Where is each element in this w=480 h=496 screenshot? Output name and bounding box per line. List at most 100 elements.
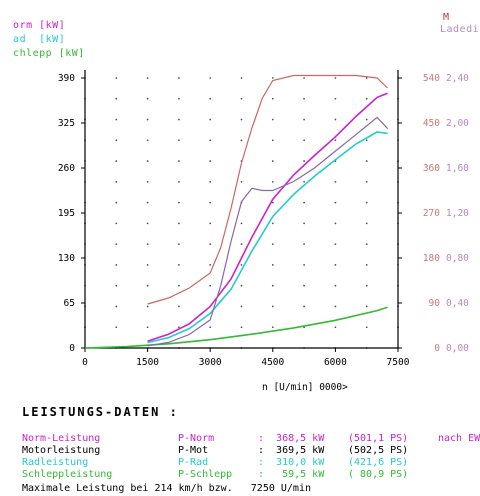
grid-dot <box>115 284 118 287</box>
grid-dot <box>271 118 274 121</box>
grid-dot <box>271 243 274 246</box>
x-tick-label: 7500 <box>387 357 410 368</box>
grid-dot <box>146 264 149 266</box>
legend-schlepp-unit: [kW] <box>58 48 85 59</box>
grid-dot <box>365 160 368 162</box>
y-tick-label: 195 <box>58 208 75 219</box>
grid-dot <box>334 97 337 100</box>
y2-tick-label: 360 <box>423 163 440 174</box>
summary-cell-c1: Motorleistung <box>22 445 101 456</box>
summary-cell-c2: P-Rad <box>178 457 209 468</box>
y3-tick-label: 1,60 <box>446 163 469 174</box>
grid-dot <box>115 160 118 162</box>
summary-cell-c1: Radleistung <box>22 457 89 468</box>
grid-dot <box>146 97 149 100</box>
grid-dot <box>303 222 305 225</box>
grid-dot <box>240 180 243 183</box>
grid-dot <box>240 118 243 121</box>
summary-cell-c5: nach EWG <box>438 433 480 444</box>
legend-rad-label: ad <box>13 34 27 45</box>
grid-dot <box>271 77 274 79</box>
grid-dot <box>115 97 118 100</box>
grid-dot <box>115 180 118 183</box>
grid-dot <box>209 160 212 162</box>
series-line <box>147 92 388 342</box>
grid-dot <box>209 97 212 100</box>
grid-dot <box>271 222 274 225</box>
grid-dot <box>209 326 212 329</box>
grid-dot <box>115 77 118 79</box>
grid-dot <box>365 77 368 79</box>
summary-cell-c1: Schleppleistung <box>22 469 113 480</box>
series-line <box>84 306 388 349</box>
grid-dot <box>303 77 305 79</box>
grid-dot <box>209 180 212 183</box>
grid-dot <box>146 139 149 142</box>
summary-cell-c4: ( 80,9 PS) <box>348 469 409 480</box>
summary-cell-c2: P-Mot <box>178 445 209 456</box>
grid-dot <box>209 222 212 225</box>
grid-dot <box>334 284 337 287</box>
grid-dot <box>146 222 149 225</box>
grid-dot <box>178 180 180 183</box>
summary-title: LEISTUNGS-DATEN : <box>22 405 179 419</box>
grid-dot <box>365 139 368 142</box>
legend-schlepp-label: chlepp <box>13 48 53 59</box>
series-line <box>147 131 388 344</box>
legend-rad-unit: [kW] <box>39 34 66 45</box>
legend-norm: orm [kW] <box>0 8 65 32</box>
legend-norm-label: orm <box>13 20 33 31</box>
grid-dot <box>209 264 212 266</box>
series-line <box>147 116 389 347</box>
y3-tick-label: 0,80 <box>446 253 469 264</box>
grid-dot <box>334 243 337 246</box>
y3-tick-label: 0,00 <box>446 343 469 354</box>
grid-dot <box>365 243 368 246</box>
y3-tick-label: 2,40 <box>446 73 469 84</box>
grid-dot <box>178 77 180 79</box>
grid-dot <box>303 118 305 121</box>
grid-dot <box>303 243 305 246</box>
grid-dot <box>240 77 243 79</box>
grid-dot <box>178 243 180 246</box>
grid-dot <box>146 118 149 121</box>
grid-dot <box>209 139 212 142</box>
summary-cell-c4: (421,6 PS) <box>348 457 409 468</box>
grid-dot <box>178 160 180 162</box>
grid-dot <box>178 305 180 308</box>
grid-dot <box>115 201 118 204</box>
grid-dot <box>334 77 337 79</box>
summary-row: Radleistung P-Rad: 310,0 kW (421,6 PS) <box>22 457 480 469</box>
grid-dot <box>115 118 118 121</box>
summary-cell-c2: P-Norm <box>178 433 215 444</box>
y3-tick-label: 1,20 <box>446 208 469 219</box>
grid-dot <box>240 97 243 100</box>
grid-dot <box>146 77 149 79</box>
x-tick-label: 4500 <box>261 357 284 368</box>
legend-ladedruck: Ladedi <box>440 24 480 35</box>
grid-dot <box>209 118 212 121</box>
series-line <box>147 74 389 305</box>
grid-dot <box>146 160 149 162</box>
grid-dot <box>178 118 180 121</box>
grid-dot <box>271 180 274 183</box>
summary-cell-c3: : 59,5 kW <box>258 469 325 480</box>
grid-dot <box>209 284 212 287</box>
grid-dot <box>334 118 337 121</box>
y2-tick-label: 270 <box>423 208 440 219</box>
grid-dot <box>303 139 305 142</box>
grid-dot <box>146 305 149 308</box>
y2-tick-label: 540 <box>423 73 440 84</box>
summary-panel: LEISTUNGS-DATEN : Norm-Leistung P-Norm: 3… <box>22 405 480 494</box>
grid-dot <box>115 305 118 308</box>
grid-dot <box>303 201 305 204</box>
y2-tick-label: 180 <box>423 253 440 264</box>
grid-dot <box>146 243 149 246</box>
summary-row: Motorleistung P-Mot: 369,5 kW (502,5 PS) <box>22 445 480 457</box>
max-power-line: Maximale Leistung bei 214 km/h bzw. 7250… <box>22 483 311 494</box>
grid-dot <box>240 243 243 246</box>
grid-dot <box>365 284 368 287</box>
grid-dot <box>334 326 337 329</box>
grid-dot <box>209 77 212 79</box>
